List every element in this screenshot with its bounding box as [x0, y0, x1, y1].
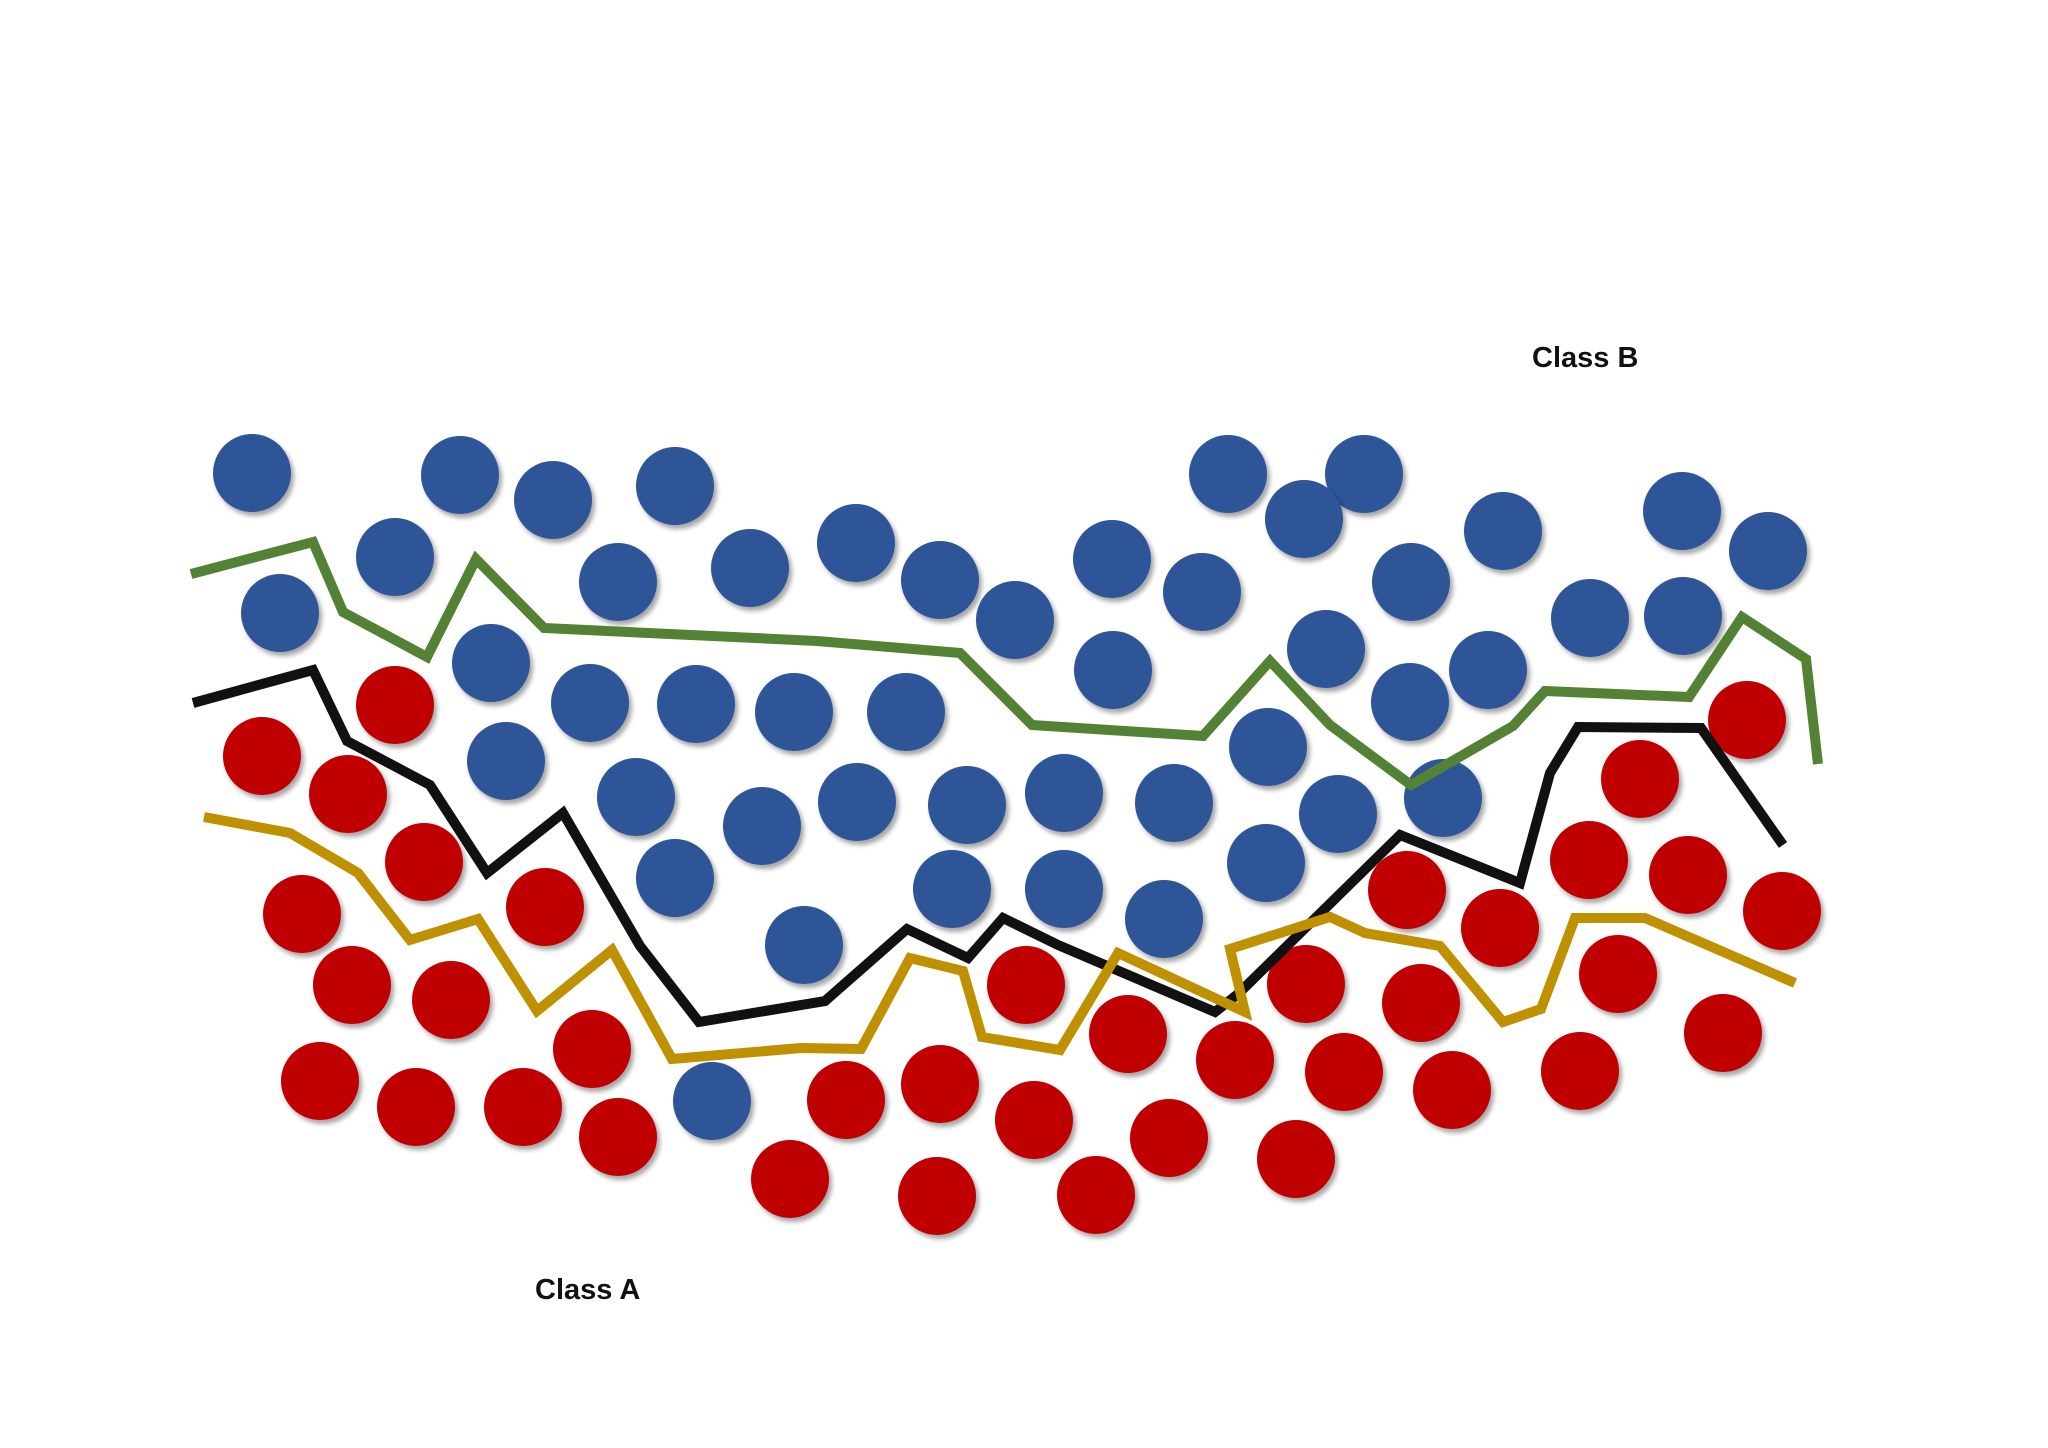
class-a-point	[1382, 964, 1460, 1042]
class-a-point	[1057, 1156, 1135, 1234]
class-a-point	[1413, 1051, 1491, 1129]
class-a-label: Class A	[535, 1274, 641, 1306]
class-a-point	[356, 666, 434, 744]
class-b-point	[1025, 850, 1103, 928]
class-b-point	[597, 758, 675, 836]
data-points	[213, 434, 1821, 1235]
class-b-point	[1464, 492, 1542, 570]
class-a-point	[1649, 836, 1727, 914]
class-b-point	[1551, 579, 1629, 657]
class-b-point	[514, 461, 592, 539]
class-b-point	[1025, 754, 1103, 832]
class-a-point	[751, 1140, 829, 1218]
class-a-point	[412, 961, 490, 1039]
class-a-point	[1257, 1120, 1335, 1198]
class-b-point	[1163, 553, 1241, 631]
class-b-point	[765, 906, 843, 984]
decision-boundaries	[189, 536, 1823, 1065]
class-b-point	[241, 574, 319, 652]
class-a-point	[579, 1098, 657, 1176]
class-a-point	[484, 1068, 562, 1146]
class-a-point	[309, 755, 387, 833]
class-a-point	[1305, 1033, 1383, 1111]
class-b-point	[1189, 435, 1267, 513]
class-b-label: Class B	[1532, 342, 1639, 374]
class-b-point	[901, 541, 979, 619]
class-b-point	[928, 766, 1006, 844]
class-a-point	[1541, 1032, 1619, 1110]
class-a-point	[1743, 872, 1821, 950]
class-b-point	[1074, 631, 1152, 709]
class-b-point	[1371, 663, 1449, 741]
class-b-point	[711, 529, 789, 607]
class-b-point	[818, 763, 896, 841]
class-b-point	[1643, 472, 1721, 550]
class-a-point	[901, 1045, 979, 1123]
class-a-point	[1579, 935, 1657, 1013]
class-b-point	[213, 434, 291, 512]
class-a-point	[1196, 1021, 1274, 1099]
class-a-point	[313, 946, 391, 1024]
class-a-point	[987, 946, 1065, 1024]
class-b-point	[1073, 520, 1151, 598]
class-b-point	[913, 850, 991, 928]
black-boundary-line	[191, 664, 1788, 1028]
class-b-point	[551, 664, 629, 742]
class-a-point	[1267, 945, 1345, 1023]
class-b-point	[1125, 880, 1203, 958]
class-a-point	[377, 1068, 455, 1146]
class-b-point	[673, 1062, 751, 1140]
class-a-point	[506, 868, 584, 946]
class-a-point	[223, 717, 301, 795]
class-a-point	[1601, 740, 1679, 818]
class-a-point	[1461, 889, 1539, 967]
class-b-point	[657, 665, 735, 743]
class-b-point	[636, 839, 714, 917]
green-boundary-line	[189, 536, 1823, 791]
class-b-point	[1287, 610, 1365, 688]
class-b-point	[452, 624, 530, 702]
class-b-point	[867, 673, 945, 751]
class-b-point	[1227, 824, 1305, 902]
class-a-point	[807, 1061, 885, 1139]
class-a-point	[263, 875, 341, 953]
class-a-point	[995, 1081, 1073, 1159]
class-b-point	[636, 447, 714, 525]
class-b-point	[1299, 775, 1377, 853]
class-b-point	[356, 518, 434, 596]
class-b-point	[817, 504, 895, 582]
class-b-point	[1135, 764, 1213, 842]
class-a-point	[1368, 851, 1446, 929]
class-b-point	[1449, 631, 1527, 709]
class-a-point	[1550, 821, 1628, 899]
class-b-point	[1265, 480, 1343, 558]
class-a-point	[898, 1157, 976, 1235]
class-b-point	[723, 787, 801, 865]
class-a-point	[553, 1010, 631, 1088]
class-a-point	[281, 1042, 359, 1120]
class-b-point	[1229, 708, 1307, 786]
class-b-point	[976, 581, 1054, 659]
class-b-point	[1325, 435, 1403, 513]
gold-boundary-line	[203, 812, 1797, 1065]
class-a-point	[385, 823, 463, 901]
class-a-point	[1089, 995, 1167, 1073]
class-b-point	[1372, 543, 1450, 621]
class-a-point	[1684, 994, 1762, 1072]
class-b-point	[421, 436, 499, 514]
class-b-point	[579, 543, 657, 621]
class-b-point	[467, 722, 545, 800]
class-b-point	[755, 673, 833, 751]
class-a-point	[1130, 1099, 1208, 1177]
class-b-point	[1644, 577, 1722, 655]
class-b-point	[1729, 512, 1807, 590]
class-a-point	[1708, 681, 1786, 759]
